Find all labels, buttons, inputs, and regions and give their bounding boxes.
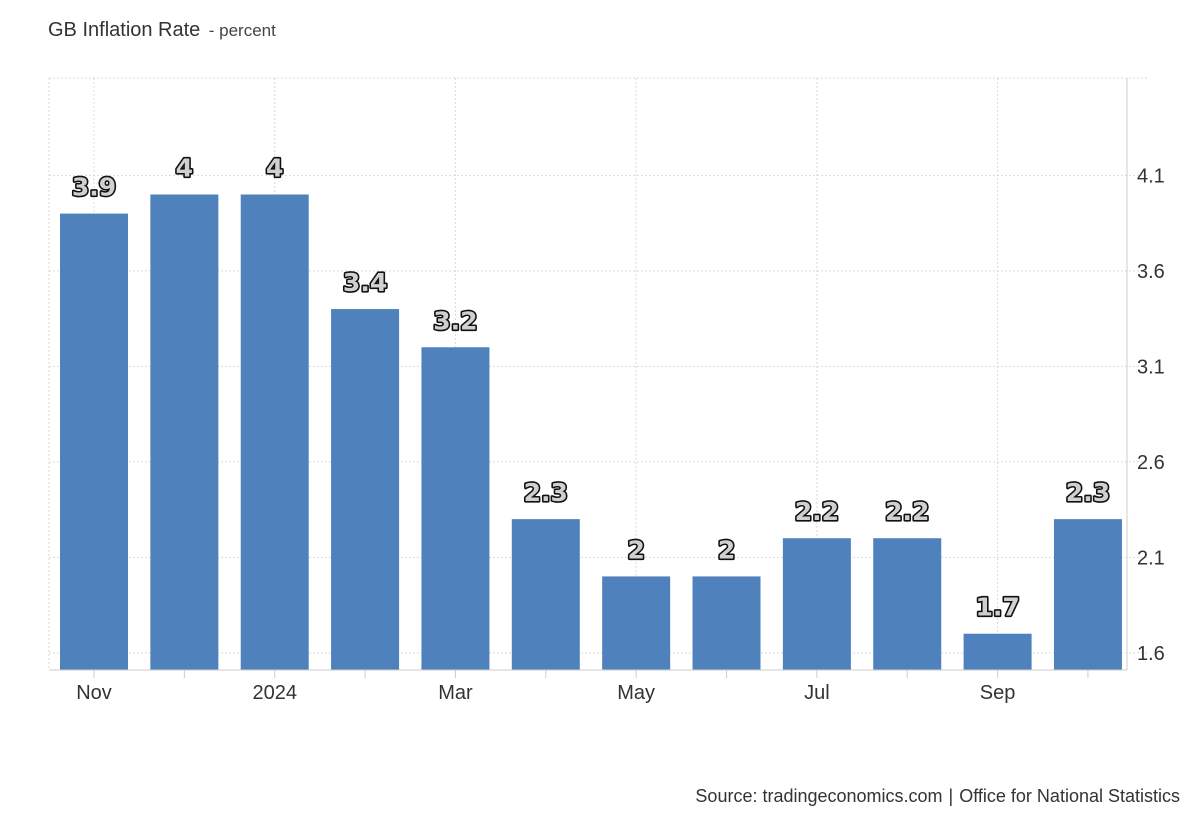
source-attribution: Source: tradingeconomics.com | Office for …: [695, 786, 1180, 807]
chart-subtitle: - percent: [208, 21, 276, 40]
data-label: 3.2: [433, 306, 477, 335]
source-agency: Office for National Statistics: [959, 786, 1180, 806]
data-label: 2: [627, 535, 644, 564]
x-tick-label: Mar: [438, 682, 473, 704]
data-label: 2.2: [885, 497, 929, 526]
bar: [240, 194, 309, 670]
x-tick-label: 2024: [252, 682, 297, 704]
bar: [782, 538, 851, 670]
x-tick-label: May: [617, 682, 655, 704]
y-tick-label: 1.6: [1137, 643, 1165, 665]
bar: [873, 538, 942, 670]
bar: [150, 194, 219, 670]
bar: [1053, 519, 1122, 670]
bar: [421, 347, 490, 670]
data-label: 4: [176, 153, 193, 182]
bar: [511, 519, 580, 670]
data-label: 3.4: [343, 268, 387, 297]
data-label: 2.3: [524, 478, 568, 507]
bar: [602, 576, 671, 670]
data-label: 2: [718, 535, 735, 564]
y-tick-label: 3.1: [1137, 356, 1165, 378]
source-separator: |: [948, 786, 954, 806]
bar: [963, 633, 1032, 670]
chart-title-block: GB Inflation Rate - percent: [48, 19, 276, 42]
bar: [60, 213, 128, 670]
y-tick-label: 3.6: [1137, 261, 1165, 283]
data-label: 1.7: [975, 593, 1019, 622]
y-tick-label: 4.1: [1137, 165, 1165, 187]
y-tick-label: 2.1: [1137, 547, 1165, 569]
chart-title: GB Inflation Rate: [48, 19, 201, 41]
data-label: 3.9: [72, 173, 116, 202]
x-tick-label: Nov: [76, 682, 112, 704]
x-tick-label: Sep: [980, 682, 1016, 704]
bar: [692, 576, 761, 670]
data-label: 4: [266, 153, 283, 182]
data-label: 2.3: [1066, 478, 1110, 507]
y-tick-label: 2.6: [1137, 452, 1165, 474]
bar: [331, 309, 400, 670]
data-label: 2.2: [795, 497, 839, 526]
x-tick-label: Jul: [804, 682, 830, 704]
source-site: Source: tradingeconomics.com: [695, 786, 943, 806]
